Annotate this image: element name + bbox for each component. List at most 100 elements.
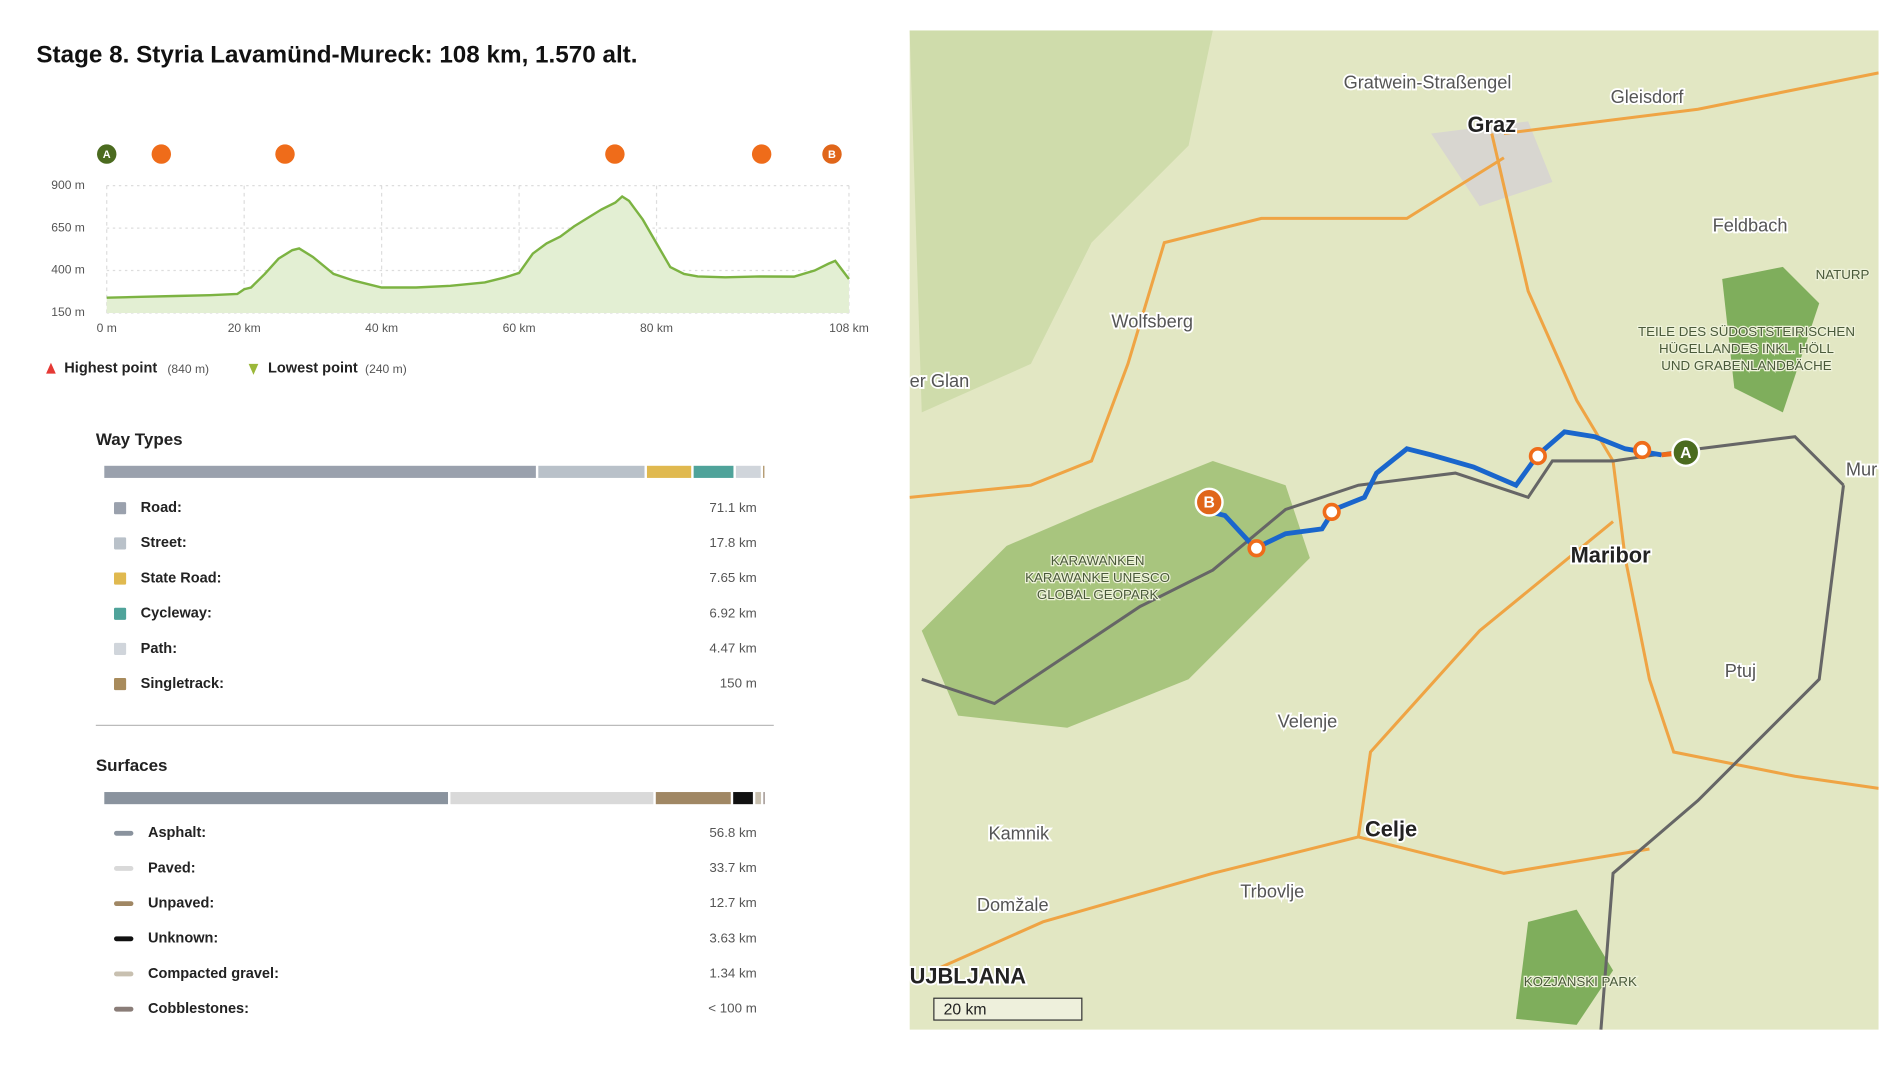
map-marker-b[interactable] bbox=[1194, 487, 1224, 517]
map-label: UND GRABENLANDBÄCHE bbox=[1661, 358, 1831, 373]
section-title: Surfaces bbox=[96, 756, 168, 775]
map-label: Domžale bbox=[977, 895, 1049, 915]
row-name: Asphalt: bbox=[148, 825, 206, 841]
row-icon bbox=[114, 678, 127, 691]
row-name: State Road: bbox=[141, 570, 222, 586]
bar-segment bbox=[763, 792, 765, 805]
row-value: 71.1 km bbox=[709, 500, 756, 515]
section-title: Way Types bbox=[96, 430, 183, 449]
row-icon bbox=[114, 572, 127, 585]
map-label: Gratwein-Straßengel bbox=[1344, 73, 1512, 93]
row-name: Paved: bbox=[148, 860, 196, 876]
bar-segment bbox=[693, 465, 734, 478]
row-name: Singletrack: bbox=[141, 676, 224, 692]
row-value: 4.47 km bbox=[709, 640, 756, 655]
border bbox=[1599, 485, 1845, 1030]
row-icon bbox=[114, 866, 134, 871]
bar-segment bbox=[646, 465, 692, 478]
row-value: 6.92 km bbox=[709, 605, 756, 620]
poi-icon bbox=[97, 144, 117, 164]
map-label: Celje bbox=[1365, 817, 1417, 842]
poi-icon bbox=[822, 144, 842, 164]
row-value: 150 m bbox=[720, 676, 757, 691]
x-tick-label: 40 km bbox=[365, 321, 398, 335]
poi-icon bbox=[605, 144, 625, 164]
map-label: Trbovlje bbox=[1240, 882, 1304, 902]
x-tick-label: 0 m bbox=[97, 321, 117, 335]
row-value: 33.7 km bbox=[709, 860, 756, 875]
breakdown-lists: Way Types Road: 71.1 km Street: 17.8 km State… bbox=[96, 430, 765, 1017]
row-icon bbox=[114, 901, 134, 907]
elevation-profile: 900 m 650 m 400 m 150 m 0 m 20 km 40 km 60 km 80… bbox=[46, 144, 869, 377]
row-value: 12.7 km bbox=[709, 895, 756, 910]
bar-segment bbox=[538, 465, 645, 478]
x-tick-label: 80 km bbox=[640, 321, 673, 335]
map-label: Graz bbox=[1468, 112, 1517, 137]
poi-icon bbox=[751, 144, 772, 164]
legend-value: (240 m) bbox=[365, 362, 407, 376]
row-icon bbox=[114, 642, 127, 655]
map-label: HÜGELLANDES INKL. HÖLL bbox=[1659, 341, 1834, 356]
row-icon bbox=[114, 537, 127, 550]
map-label: Gleisdorf bbox=[1611, 87, 1685, 107]
row-name: Cobblestones: bbox=[148, 1001, 249, 1017]
row-value: < 100 m bbox=[708, 1001, 757, 1016]
y-tick-label: 650 m bbox=[51, 220, 85, 234]
highest-icon bbox=[46, 362, 56, 374]
map-label: KARAWANKE UNESCO bbox=[1025, 570, 1170, 585]
bar-segment bbox=[655, 792, 731, 805]
lowest-icon bbox=[248, 363, 259, 375]
map-label: UJBLJANA bbox=[910, 963, 1027, 988]
bar-segment bbox=[450, 792, 654, 805]
bar-segment bbox=[763, 465, 765, 478]
y-tick-label: 900 m bbox=[51, 178, 85, 192]
map-label: TEILE DES SÜDOSTSTEIRISCHEN bbox=[1638, 324, 1855, 339]
map-marker-a[interactable] bbox=[1671, 437, 1701, 468]
poi-label: B bbox=[828, 149, 836, 161]
y-tick-label: 150 m bbox=[51, 305, 85, 319]
route bbox=[1200, 429, 1662, 552]
row-name: Street: bbox=[141, 535, 187, 551]
map-marker-a-label: A bbox=[1680, 445, 1691, 462]
row-value: 3.63 km bbox=[709, 930, 756, 945]
map-label: Ptuj bbox=[1725, 661, 1756, 681]
row-name: Unpaved: bbox=[148, 895, 214, 911]
nature-park bbox=[1722, 266, 1820, 413]
x-tick-label: 108 km bbox=[829, 321, 869, 335]
map-label: er Glan bbox=[910, 371, 970, 391]
x-tick-label: 20 km bbox=[228, 321, 261, 335]
poi-icon bbox=[151, 144, 172, 164]
row-icon bbox=[114, 502, 127, 515]
map-label: Wolfsberg bbox=[1111, 311, 1193, 331]
legend-value: (840 m) bbox=[167, 362, 209, 376]
waypoints bbox=[1247, 440, 1652, 558]
scale-label: 20 km bbox=[944, 1002, 987, 1019]
row-icon bbox=[114, 607, 127, 620]
geopark bbox=[921, 460, 1310, 728]
map-label: Kamnik bbox=[988, 823, 1050, 843]
row-name: Road: bbox=[141, 500, 182, 516]
row-name: Path: bbox=[141, 641, 177, 657]
poi-label: A bbox=[103, 149, 111, 161]
map-label: Maribor bbox=[1571, 543, 1652, 568]
poi-icon bbox=[275, 144, 295, 164]
row-name: Compacted gravel: bbox=[148, 966, 279, 982]
map: A B Gratwein-Straßengel Graz Gleisdorf F… bbox=[909, 30, 1879, 1030]
elevation-area bbox=[106, 196, 849, 313]
map-label: KARAWANKEN bbox=[1051, 553, 1145, 568]
bar-segment bbox=[104, 792, 449, 805]
legend-label: Lowest point bbox=[268, 361, 358, 377]
page-title: Stage 8. Styria Lavamünd-Mureck: 108 km,… bbox=[36, 41, 637, 68]
elevation-line bbox=[106, 194, 850, 299]
kozjanski-park bbox=[1516, 909, 1614, 1025]
bar-segment bbox=[735, 465, 761, 478]
bar-segment bbox=[733, 792, 753, 805]
map-label: Velenje bbox=[1278, 712, 1338, 732]
map-marker-b-label: B bbox=[1203, 495, 1214, 512]
y-tick-label: 400 m bbox=[51, 263, 85, 277]
forest bbox=[909, 30, 1213, 413]
row-icon bbox=[114, 830, 134, 836]
map-label: Mur bbox=[1846, 459, 1877, 479]
row-name: Cycleway: bbox=[141, 606, 212, 622]
